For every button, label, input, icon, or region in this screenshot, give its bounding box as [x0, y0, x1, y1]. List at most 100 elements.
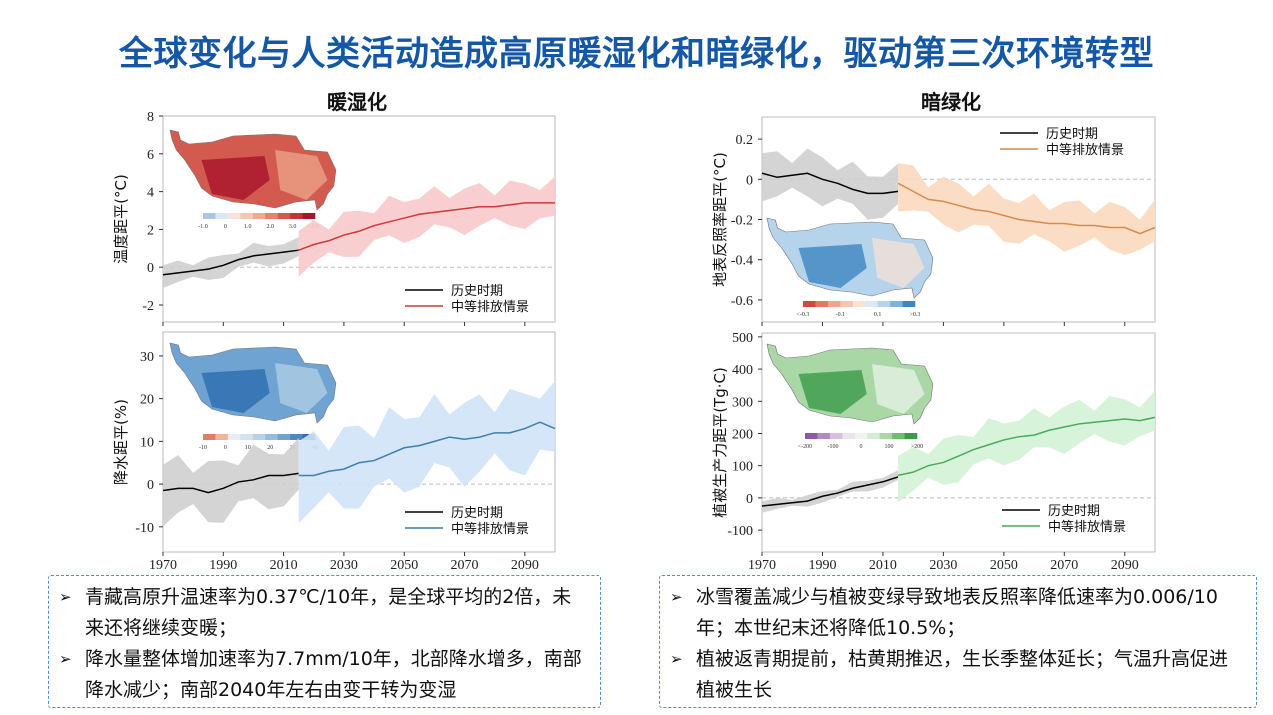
colorbar-segment — [277, 434, 291, 440]
y-tick-label: -0.2 — [731, 214, 753, 229]
x-tick-label: 1990 — [808, 558, 836, 573]
colorbar-segment — [877, 301, 891, 307]
colorbar-label: 20 — [267, 445, 273, 451]
scen-series-line — [897, 182, 1156, 235]
hist-series-line — [162, 249, 299, 276]
legend-historical-label: 历史时期 — [1046, 127, 1098, 142]
legend-historical-label: 历史时期 — [1048, 504, 1100, 519]
x-tick-label: 1970 — [149, 558, 177, 573]
hist-uncertainty-band — [762, 148, 899, 220]
legend-scenario-label: 中等排放情景 — [451, 521, 529, 537]
scen-series-line — [298, 421, 556, 477]
note-text: 冰雪覆盖减少与植被变绿导致地表反照率降低速率为0.006/10年；本世纪末还将降… — [696, 586, 1218, 639]
colorbar-segment — [240, 213, 254, 219]
colorbar-label: <-200 — [798, 444, 812, 450]
y-tick-label: 6 — [147, 148, 154, 163]
colorbar-label: 0.1 — [874, 312, 882, 318]
x-tick-label: 2050 — [390, 558, 418, 573]
y-tick-label: 400 — [732, 363, 753, 378]
x-tick-label: 2030 — [330, 558, 358, 573]
colorbar-segment — [817, 433, 831, 439]
plot-frame — [761, 332, 1156, 553]
scen-uncertainty-band — [298, 380, 555, 524]
x-tick-label: 2070 — [1050, 558, 1078, 573]
map-region-high — [201, 369, 270, 413]
hist-series-line — [761, 476, 899, 507]
colorbar-label: -0.1 — [836, 312, 846, 318]
legend-scenario-label: 中等排放情景 — [1048, 519, 1126, 535]
map-region-low — [275, 150, 328, 200]
hist-series-line — [761, 172, 899, 195]
colorbar-segment — [252, 213, 266, 219]
colorbar-segment — [252, 434, 266, 440]
scen-series-line — [298, 202, 555, 251]
x-tick-label: 2010 — [869, 558, 897, 573]
colorbar-segment — [805, 433, 818, 439]
colorbar-label: >200 — [911, 444, 923, 450]
plot-frame — [162, 115, 556, 323]
x-tick-label: 2070 — [451, 558, 479, 573]
y-tick-label: 500 — [732, 331, 753, 346]
y-tick-label: 8 — [147, 110, 154, 125]
colorbar-segment — [277, 213, 291, 219]
colorbar-segment — [227, 434, 241, 440]
colorbar-segment — [803, 301, 816, 307]
x-tick-label: 2010 — [270, 558, 298, 573]
x-tick-label: 2090 — [511, 558, 539, 573]
colorbar-segment — [829, 433, 843, 439]
map-region-low — [275, 363, 328, 413]
hist-uncertainty-band — [762, 470, 899, 513]
x-tick-label: 2030 — [929, 558, 957, 573]
colorbar-label: 3.0 — [289, 224, 297, 230]
colorbar-segment — [240, 434, 254, 440]
y-tick-label: -10 — [135, 521, 154, 536]
y-tick-label: 2 — [147, 223, 154, 238]
scen-uncertainty-band — [298, 176, 555, 277]
colorbar-segment — [215, 213, 229, 219]
legend-historical-label: 历史时期 — [451, 284, 503, 299]
colorbar-segment — [904, 433, 918, 439]
arrow-bullet-icon: ➢ — [59, 650, 72, 668]
colorbar-segment — [290, 434, 303, 440]
page-title: 全球变化与人类活动造成高原暖湿化和暗绿化，驱动第三次环境转型 — [119, 34, 1154, 74]
y-tick-label: -2 — [142, 299, 154, 314]
chart-npp: -100 0 100 200 300 400 500 1970 1990 2010 2030 2050… — [711, 331, 1156, 573]
note-text: 青藏高原升温速率为0.37℃/10年，是全球平均的2倍，未来还将继续变暖； — [85, 586, 572, 639]
map-region-high — [798, 244, 867, 288]
colorbar-segment — [265, 213, 278, 219]
y-tick-label: 0.2 — [736, 133, 754, 148]
legend-historical-label: 历史时期 — [451, 506, 503, 521]
plateau-map — [169, 342, 337, 424]
map-region-high — [798, 370, 867, 414]
colorbar-segment — [852, 301, 866, 307]
colorbar-segment — [902, 301, 916, 307]
y-tick-label: 4 — [147, 186, 154, 201]
y-axis-label: 温度距平(°C) — [112, 174, 130, 264]
colorbar-label: 10 — [245, 445, 251, 451]
chart-albedo: -0.6 -0.4 -0.2 0 0.2 地表反照率距平(°C) <-0.3 -0.1 0.1 >… — [711, 116, 1156, 326]
colorbar-segment — [840, 301, 854, 307]
notes-left: ➢ 青藏高原升温速率为0.37℃/10年，是全球平均的2倍，未来还将继续变暖； ➢… — [48, 575, 601, 708]
colorbar-label: -100 — [828, 444, 839, 450]
chart-temp: -202468温度距平(°C)-1.001.02.03.04.0历史时期中等排放… — [112, 110, 556, 326]
y-tick-label: 300 — [732, 395, 753, 410]
plateau-map — [766, 343, 934, 425]
y-axis-label: 降水距平(%) — [112, 399, 130, 485]
hist-uncertainty-band — [163, 437, 299, 527]
scen-series-line — [897, 416, 1156, 477]
colorbar-segment — [865, 301, 878, 307]
y-tick-label: 20 — [140, 393, 154, 408]
y-tick-label: 100 — [732, 460, 753, 475]
legend-scenario-label: 中等排放情景 — [451, 299, 529, 315]
colorbar-segment — [302, 213, 316, 219]
plateau-map — [766, 217, 934, 299]
colorbar-segment — [827, 301, 841, 307]
y-tick-label: 0 — [746, 173, 753, 188]
y-tick-label: 0 — [147, 478, 154, 493]
y-tick-label: 10 — [140, 435, 154, 450]
section-title-warm-wet: 暖湿化 — [327, 90, 387, 114]
colorbar-label: >0.3 — [910, 312, 921, 318]
arrow-bullet-icon: ➢ — [59, 588, 72, 606]
